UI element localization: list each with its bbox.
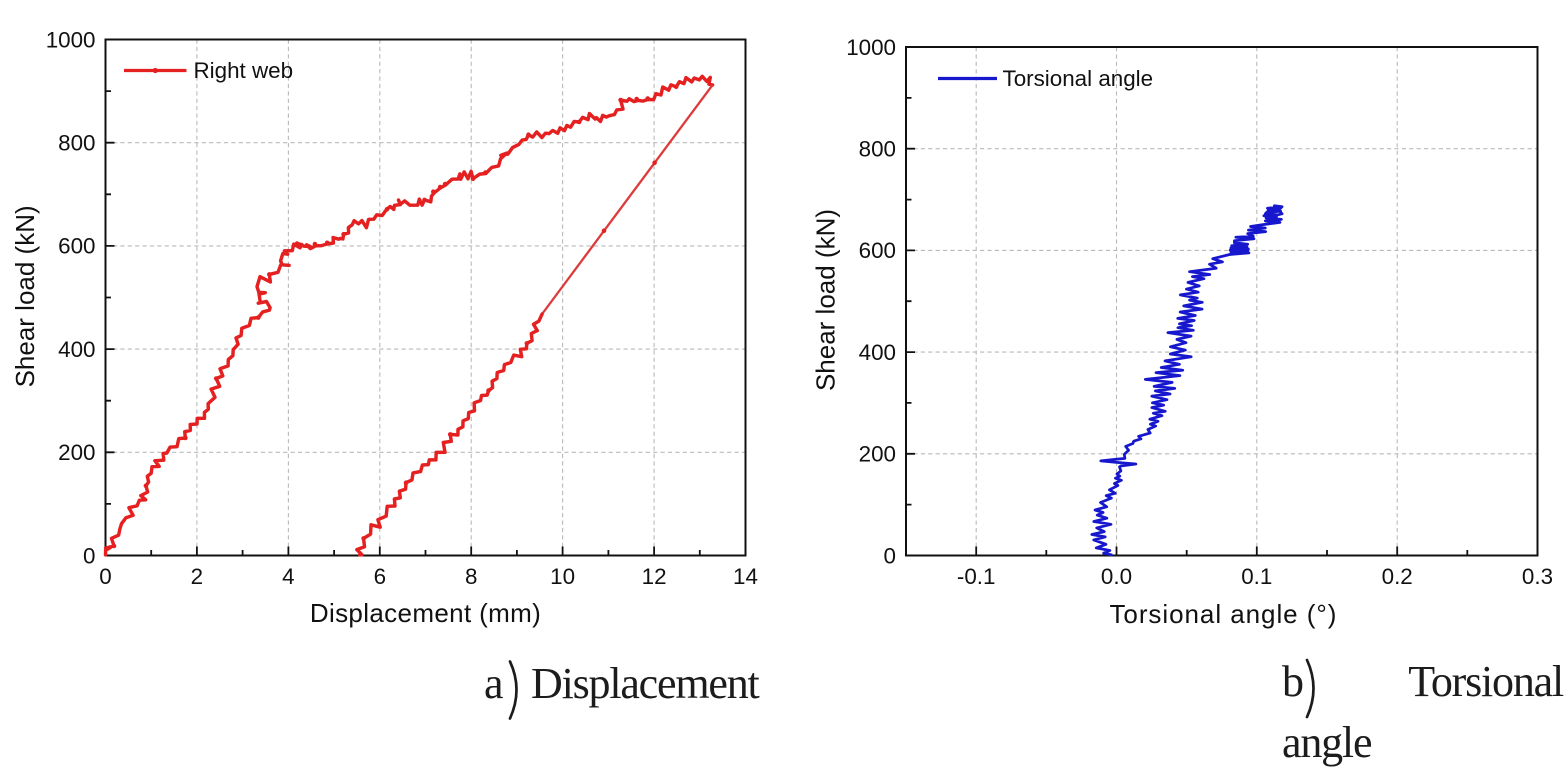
svg-text:400: 400 [859,340,896,365]
svg-text:200: 200 [58,440,95,465]
svg-text:0.3: 0.3 [1522,564,1553,589]
svg-text:Torsional angle (°): Torsional angle (°) [1109,599,1337,629]
svg-text:12: 12 [642,564,667,589]
svg-text:1000: 1000 [46,27,96,52]
svg-text:Torsional: Torsional [1408,657,1564,706]
svg-text:a: a [484,659,503,708]
svg-text:Shear load (kN): Shear load (kN) [10,205,40,387]
svg-text:800: 800 [859,137,896,162]
svg-text:Right web: Right web [194,58,294,83]
svg-text:Displacement: Displacement [531,659,759,708]
svg-text:0: 0 [99,564,111,589]
svg-text:0.1: 0.1 [1241,564,1272,589]
svg-text:0.0: 0.0 [1101,564,1132,589]
svg-text:-0.1: -0.1 [957,564,996,589]
svg-text:6: 6 [374,564,386,589]
svg-text:8: 8 [465,564,477,589]
svg-text:Torsional angle: Torsional angle [1003,66,1154,91]
svg-text:0.2: 0.2 [1382,564,1413,589]
svg-text:2: 2 [191,564,203,589]
svg-text:800: 800 [58,131,95,156]
svg-text:0: 0 [83,543,95,568]
svg-text:200: 200 [859,442,896,467]
svg-text:Displacement (mm): Displacement (mm) [310,598,541,628]
svg-text:14: 14 [733,564,758,589]
svg-text:b: b [1282,657,1303,706]
svg-text:400: 400 [58,337,95,362]
svg-text:600: 600 [859,238,896,263]
svg-text:10: 10 [550,564,575,589]
svg-text:Shear load (kN): Shear load (kN) [811,209,841,391]
svg-text:1000: 1000 [846,35,896,60]
svg-text:angle: angle [1282,718,1371,767]
svg-text:4: 4 [282,564,294,589]
svg-text:0: 0 [884,543,896,568]
svg-text:600: 600 [58,234,95,259]
